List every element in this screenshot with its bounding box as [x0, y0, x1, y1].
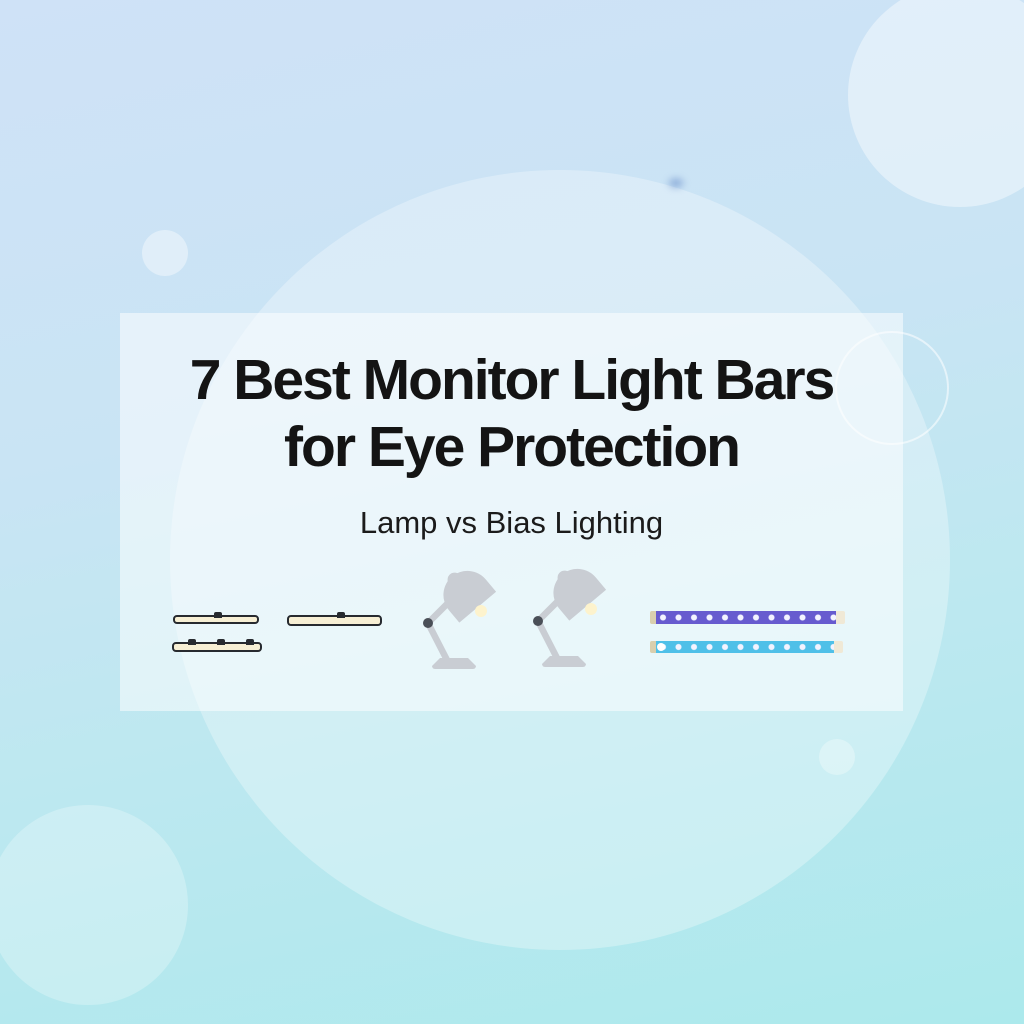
lamp-base	[432, 658, 476, 669]
desk-lamp-icon	[423, 570, 497, 669]
lamp-joint	[533, 616, 543, 626]
page-title-line1: 7 Best Monitor Light Bars	[189, 348, 836, 412]
background-circle-small-bottom-right	[819, 739, 855, 775]
page-title-line2: for Eye Protection	[284, 415, 741, 479]
strip-end-cap	[836, 611, 845, 624]
strip-end-cap	[834, 641, 843, 653]
led-strip-purple-icon	[650, 611, 845, 624]
lamp-upper-arm	[535, 589, 570, 624]
monitor-light-bar-icon	[287, 612, 382, 626]
strip-end-cap	[650, 641, 656, 653]
lamp-bulb	[585, 603, 597, 615]
bar-clip	[246, 639, 254, 645]
lamp-connector	[559, 583, 574, 599]
background-circle-bottom-left	[0, 805, 188, 1005]
lamp-shade	[553, 568, 607, 621]
background-blue-smudge	[665, 175, 687, 191]
lamp-joint	[423, 618, 433, 628]
strip-leds	[656, 611, 836, 624]
strip-first-led	[657, 643, 665, 651]
bar-clip	[188, 639, 196, 645]
lamp-bulb	[475, 605, 487, 617]
bar-clip	[214, 612, 222, 618]
lamp-lower-arm	[425, 621, 451, 664]
lamp-base	[542, 656, 586, 667]
lamp-knob	[557, 570, 572, 585]
title-card: 7 Best Monitor Light Bars for Eye Protec…	[120, 313, 903, 711]
bar-clip	[217, 639, 225, 645]
lamp-connector	[449, 585, 464, 601]
lamp-lower-arm	[535, 619, 561, 662]
strip-leds	[656, 641, 834, 653]
bar-clip	[337, 612, 345, 618]
background-circle-top-right	[848, 0, 1024, 207]
lamp-knob	[447, 572, 462, 587]
subtitle: Lamp vs Bias Lighting	[359, 505, 664, 540]
lamp-upper-arm	[425, 591, 460, 626]
monitor-light-bar-icon	[172, 639, 262, 652]
background-circle-small-left	[142, 230, 188, 276]
monitor-light-bar-duo-icon	[172, 611, 267, 657]
lamp-shade	[443, 570, 497, 623]
monitor-light-bar-icon	[173, 612, 259, 624]
led-strip-cyan-icon	[650, 641, 843, 653]
desk-lamp-icon	[533, 568, 607, 667]
page-title: 7 Best Monitor Light Bars for Eye Protec…	[120, 313, 903, 481]
strip-end-cap	[650, 611, 656, 624]
